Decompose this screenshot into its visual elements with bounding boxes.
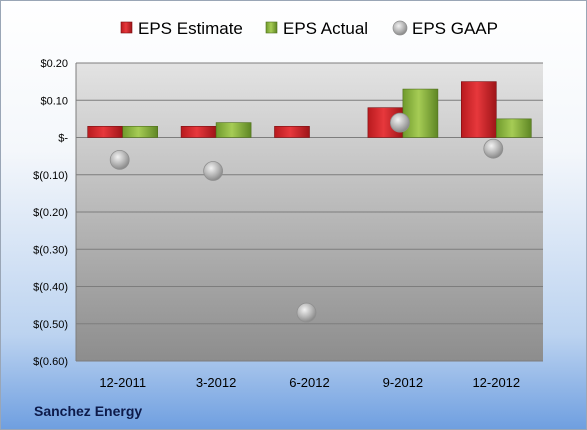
eps-estimate-bar — [87, 126, 123, 138]
legend: EPS Estimate EPS Actual EPS GAAP — [120, 19, 498, 38]
eps-gaap-marker — [203, 161, 224, 181]
x-tick-label: 3-2012 — [196, 375, 236, 390]
y-tick-label: $(0.40) — [33, 282, 68, 294]
eps-estimate-bar — [180, 126, 217, 138]
x-tick-label: 12-2011 — [99, 375, 146, 390]
legend-eps-estimate-swatch — [120, 21, 133, 34]
x-tick-label: 6-2012 — [289, 375, 329, 390]
y-tick-label: $- — [58, 133, 68, 145]
eps-gaap-marker — [109, 149, 130, 170]
eps-gaap-marker — [389, 112, 410, 133]
company-name: Sanchez Energy — [34, 403, 143, 419]
y-tick-label: $(0.20) — [33, 207, 68, 219]
plot-area: $0.20 $0.10 $- $(0.10) $(0.20) $(0.30) $(0.40)… — [33, 58, 543, 390]
eps-actual-bar — [402, 88, 439, 138]
legend-eps-actual-label: EPS Actual — [283, 19, 368, 38]
eps-estimate-bar — [274, 126, 310, 138]
eps-gaap-marker — [483, 138, 504, 159]
y-tick-label: $(0.10) — [33, 170, 68, 182]
eps-actual-bar — [215, 122, 252, 138]
legend-eps-actual-swatch — [265, 21, 278, 34]
legend-eps-gaap: EPS GAAP — [392, 19, 498, 38]
legend-eps-actual: EPS Actual — [265, 19, 368, 38]
legend-eps-estimate-label: EPS Estimate — [138, 19, 243, 38]
legend-eps-gaap-label: EPS GAAP — [412, 19, 498, 38]
eps-actual-bar — [495, 118, 532, 138]
y-tick-label: $(0.50) — [33, 319, 68, 331]
legend-eps-estimate: EPS Estimate — [120, 19, 243, 38]
y-tick-label: $(0.60) — [33, 356, 68, 368]
eps-gaap-marker — [296, 302, 317, 323]
eps-actual-bar — [122, 126, 158, 138]
y-tick-label: $(0.30) — [33, 244, 68, 256]
y-tick-label: $0.10 — [40, 95, 68, 107]
x-tick-label: 9-2012 — [383, 375, 423, 390]
legend-eps-gaap-swatch — [392, 20, 408, 36]
x-tick-label: 12-2012 — [472, 375, 520, 390]
y-tick-label: $0.20 — [40, 58, 68, 70]
eps-estimate-bar — [460, 81, 497, 138]
